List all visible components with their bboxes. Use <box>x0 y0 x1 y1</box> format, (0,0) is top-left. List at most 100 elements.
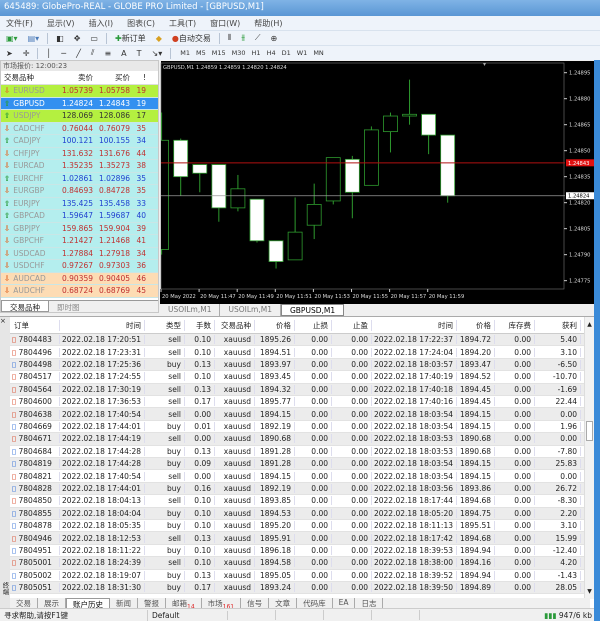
new-chart-icon[interactable]: ▣▾ <box>6 33 18 43</box>
menu-item[interactable]: 插入(I) <box>88 19 114 28</box>
trendline-icon[interactable]: ╱ <box>76 48 81 58</box>
table-row[interactable]: ▯ 7804483 2022.02.18 17:20:51 sell 0.10 xauu… <box>10 334 584 347</box>
candle-chart-icon[interactable]: ⫵ <box>241 33 245 42</box>
menu-item[interactable]: 帮助(H) <box>254 19 283 28</box>
fibonacci-icon[interactable]: ≡ <box>104 48 112 58</box>
market-watch-row[interactable]: ⇧ USDJPY 128.069 128.086 17 <box>1 110 158 123</box>
navigator-icon[interactable]: ✥ <box>73 33 81 43</box>
close-icon[interactable]: × <box>0 317 6 325</box>
col-header[interactable]: 手数 <box>185 319 215 331</box>
crosshair-icon[interactable]: ✛ <box>22 48 30 58</box>
terminal-tab[interactable]: 交易 <box>10 598 38 609</box>
chart-window[interactable]: GBPUSD,M1 1.24859 1.24859 1.24820 1.2482… <box>160 60 598 316</box>
col-header[interactable]: 价格 <box>255 319 295 331</box>
col-header[interactable]: 订单 <box>10 319 60 331</box>
table-row[interactable]: ▯ 7804684 2022.02.18 17:44:28 buy 0.13 xauus… <box>10 445 584 458</box>
terminal-tab[interactable]: 展示 <box>38 598 66 609</box>
terminal-tab[interactable]: 警报 <box>138 598 166 609</box>
timeframe-M5[interactable]: M5 <box>196 49 206 57</box>
market-watch-row[interactable]: ⇧ CADJPY 100.121 100.155 34 <box>1 135 158 148</box>
table-row[interactable]: ▯ 7804850 2022.02.18 18:04:13 sell 0.10 xauu… <box>10 495 584 508</box>
table-row[interactable]: ▯ 7804951 2022.02.18 18:11:22 buy 0.10 xauus… <box>10 544 584 558</box>
table-row[interactable]: ▯ 7804671 2022.02.18 17:44:19 sell 0.00 xauu… <box>10 433 584 446</box>
col-header[interactable]: 止盈 <box>332 319 372 331</box>
market-watch-row[interactable]: ⇧ GBPUSD 1.24824 1.24843 19 <box>1 97 158 110</box>
timeframe-M15[interactable]: M15 <box>211 49 226 57</box>
col-spread[interactable]: ! <box>142 73 146 82</box>
market-watch-row[interactable]: ⇧ GBPCAD 1.59647 1.59687 40 <box>1 210 158 223</box>
table-row[interactable]: ▯ 7805001 2022.02.18 18:24:39 sell 0.10 xauu… <box>10 557 584 570</box>
terminal-tab[interactable]: 账户历史 <box>66 598 110 609</box>
text-label-icon[interactable]: T <box>136 48 142 58</box>
market-watch-row[interactable]: ⇩ CADCHF 0.76044 0.76079 35 <box>1 122 158 135</box>
tab-symbols[interactable]: 交易品种 <box>1 301 49 312</box>
market-watch-row[interactable]: ⇩ CHFJPY 131.632 131.676 44 <box>1 147 158 160</box>
chart-tab[interactable]: GBPUSD,M1 <box>280 304 345 316</box>
auto-trade-button[interactable]: ●自动交易 <box>170 33 213 44</box>
col-symbol[interactable]: 交易品种 <box>4 73 34 82</box>
col-header[interactable]: 时间 <box>372 319 457 331</box>
horizontal-line-icon[interactable]: ─ <box>61 48 67 58</box>
table-row[interactable]: ▯ 7805051 2022.02.18 18:31:30 buy 0.17 xauus… <box>10 582 584 595</box>
terminal-tab[interactable]: 日志 <box>355 598 384 609</box>
chart-tab[interactable]: USOILm,M1 <box>220 304 281 316</box>
table-row[interactable]: ▯ 7804946 2022.02.18 18:12:53 sell 0.13 xauu… <box>10 532 584 545</box>
channel-icon[interactable]: ⫽ <box>90 48 95 57</box>
table-row[interactable]: ▯ 7804878 2022.02.18 18:05:35 buy 0.10 xauus… <box>10 520 584 533</box>
table-row[interactable]: ▯ 7804638 2022.02.18 17:40:54 sell 0.00 xauu… <box>10 408 584 421</box>
market-watch-icon[interactable]: ◧ <box>56 33 64 43</box>
price-chart[interactable]: GBPUSD,M1 1.24859 1.24859 1.24820 1.2482… <box>160 60 598 304</box>
timeframe-H1[interactable]: H1 <box>251 49 261 57</box>
col-header[interactable]: 价格 <box>457 319 495 331</box>
table-row[interactable]: ▯ 7804498 2022.02.18 17:25:36 buy 0.13 xauus… <box>10 358 584 372</box>
table-row[interactable]: ▯ 7804669 2022.02.18 17:44:01 buy 0.01 xauus… <box>10 420 584 434</box>
table-row[interactable]: ▯ 7804821 2022.02.18 17:40:54 sell 0.00 xauu… <box>10 470 584 483</box>
terminal-tab[interactable]: 邮箱14 <box>166 598 202 611</box>
menu-item[interactable]: 文件(F) <box>6 19 33 28</box>
timeframe-MN[interactable]: MN <box>313 49 324 57</box>
menu-item[interactable]: 图表(C) <box>127 19 155 28</box>
col-header[interactable]: 时间 <box>60 319 145 331</box>
timeframe-W1[interactable]: W1 <box>296 49 308 57</box>
col-bid[interactable]: 卖价 <box>78 73 93 82</box>
terminal-tab[interactable]: 市场161 <box>202 598 242 611</box>
arrows-icon[interactable]: ↘▾ <box>151 48 163 58</box>
chart-area[interactable] <box>161 61 565 289</box>
market-watch-row[interactable]: ⇩ GBPJPY 159.865 159.904 39 <box>1 222 158 235</box>
timeframe-M1[interactable]: M1 <box>180 49 191 57</box>
profiles-icon[interactable]: ▤▾ <box>27 33 40 43</box>
col-header[interactable]: 获利 <box>535 319 581 331</box>
col-header[interactable]: 类型 <box>145 319 185 331</box>
market-watch-row[interactable]: ⇩ USDCHF 0.97267 0.97303 36 <box>1 260 158 273</box>
market-watch-row[interactable]: ⇩ EURGBP 0.84693 0.84728 35 <box>1 185 158 198</box>
menu-item[interactable]: 显示(V) <box>46 19 75 28</box>
terminal-icon[interactable]: ▭ <box>90 33 98 43</box>
market-watch-row[interactable]: ⇩ EURCAD 1.35235 1.35273 38 <box>1 160 158 173</box>
timeframe-M30[interactable]: M30 <box>231 49 246 57</box>
market-watch-row[interactable]: ⇩ AUDCAD 0.90359 0.90405 46 <box>1 272 158 285</box>
timeframe-H4[interactable]: H4 <box>266 49 276 57</box>
table-row[interactable]: ▯ 7804496 2022.02.18 17:23:31 sell 0.10 xauu… <box>10 346 584 359</box>
table-row[interactable]: ▯ 7805002 2022.02.18 18:19:07 buy 0.13 xauus… <box>10 569 584 582</box>
chart-shift-icon[interactable]: ▾ <box>483 61 486 68</box>
market-watch-row[interactable]: ⇧ EURJPY 135.425 135.458 33 <box>1 197 158 210</box>
market-watch-row[interactable]: ⇩ GBPCHF 1.21427 1.21468 41 <box>1 235 158 248</box>
cursor-icon[interactable]: ➤ <box>6 48 13 58</box>
bar-chart-icon[interactable]: ⫴ <box>227 33 232 42</box>
col-header[interactable]: 库存费 <box>495 319 535 331</box>
tab-tick-chart[interactable]: 即时图 <box>57 303 80 312</box>
chart-tab[interactable]: USOILm,M1 <box>160 304 221 316</box>
scrollbar[interactable]: ▲ ▼ <box>584 317 594 599</box>
text-icon[interactable]: A <box>121 48 127 58</box>
col-ask[interactable]: 买价 <box>115 73 130 82</box>
market-watch-row[interactable]: ⇩ AUDCHF 0.68724 0.68769 45 <box>1 285 158 298</box>
table-row[interactable]: ▯ 7804564 2022.02.18 17:30:19 sell 0.13 xauu… <box>10 383 584 396</box>
new-order-button[interactable]: ✚新订单 <box>113 33 148 44</box>
table-row[interactable]: ▯ 7804828 2022.02.18 17:44:01 buy 0.16 xauus… <box>10 482 584 496</box>
table-row[interactable]: ▯ 7804517 2022.02.18 17:24:55 sell 0.10 xauu… <box>10 371 584 384</box>
timeframe-D1[interactable]: D1 <box>281 49 291 57</box>
metaeditor-icon[interactable]: ◆ <box>155 33 162 43</box>
menu-item[interactable]: 工具(T) <box>169 19 197 28</box>
table-row[interactable]: ▯ 7804855 2022.02.18 18:04:04 buy 0.10 xauus… <box>10 507 584 520</box>
terminal-tab[interactable]: 新闻 <box>110 598 138 609</box>
